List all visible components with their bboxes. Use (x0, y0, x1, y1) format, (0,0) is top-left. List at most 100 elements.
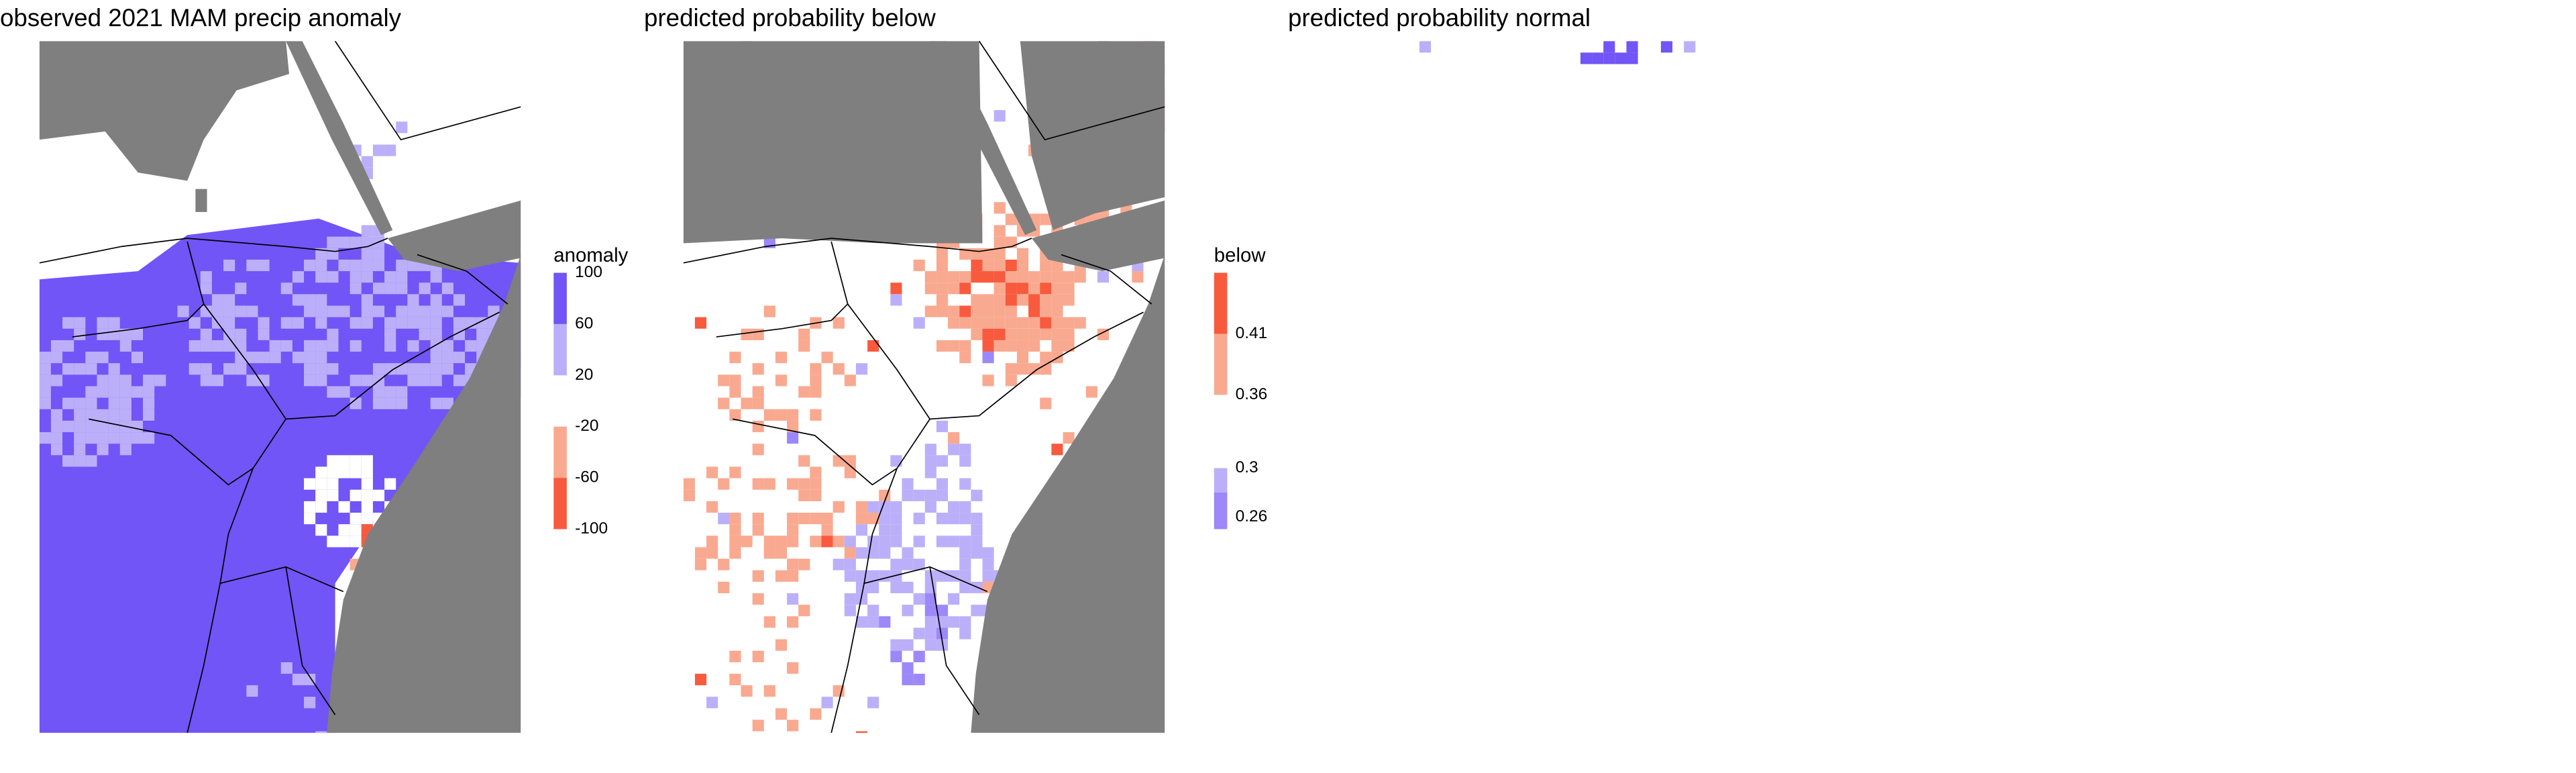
land-mask (39, 41, 290, 181)
grid-cell (959, 581, 971, 594)
grid-cell (959, 558, 971, 570)
grid-cell (304, 513, 316, 525)
grid-cell (1016, 328, 1029, 340)
grid-cell (775, 374, 788, 386)
grid-cell (304, 294, 316, 306)
grid-cell (1660, 41, 1673, 53)
grid-cell (292, 271, 305, 283)
grid-cell (350, 340, 362, 352)
grid-cell (936, 513, 949, 525)
country-border (978, 41, 1165, 141)
grid-cell (1016, 340, 1029, 352)
grid-cell (763, 409, 775, 421)
grid-cell (959, 616, 971, 628)
grid-cell (810, 708, 822, 720)
grid-cell (902, 581, 914, 594)
grid-cell (982, 352, 994, 364)
grid-cell (97, 444, 109, 456)
grid-cell (1626, 41, 1638, 53)
grid-cell (752, 719, 764, 731)
grid-cell (246, 685, 258, 697)
grid-cell (131, 432, 144, 444)
grid-cell (361, 374, 373, 386)
grid-cell (787, 478, 799, 490)
grid-cell (361, 225, 373, 237)
legend-swatch (553, 478, 567, 529)
grid-cell (1040, 294, 1052, 306)
grid-cell (108, 328, 120, 340)
grid-cell (994, 202, 1006, 214)
grid-cell (763, 305, 775, 317)
grid-cell (936, 271, 949, 283)
grid-cell (982, 317, 994, 329)
grid-cell (396, 282, 408, 295)
grid-cell (1051, 317, 1063, 329)
grid-cell (879, 524, 891, 536)
grid-cell (465, 340, 477, 352)
grid-cell (775, 570, 788, 582)
grid-cell (315, 524, 327, 536)
grid-cell (50, 409, 63, 421)
grid-cell (718, 513, 730, 525)
grid-cell (361, 489, 373, 501)
grid-cell (855, 731, 868, 733)
grid-cell (361, 248, 373, 260)
grid-cell (844, 455, 856, 467)
grid-cell (396, 397, 408, 409)
grid-cell (844, 466, 856, 478)
grid-cell (50, 420, 63, 433)
grid-cell (890, 455, 902, 467)
grid-cell (752, 420, 764, 433)
grid-cell (902, 674, 914, 686)
grid-cell (200, 374, 212, 386)
grid-cell (361, 513, 373, 525)
grid-cell (959, 282, 971, 295)
grid-cell (119, 386, 131, 398)
grid-cell (1016, 259, 1029, 272)
grid-cell (924, 501, 936, 513)
grid-cell (1040, 305, 1052, 317)
grid-cell (119, 340, 131, 352)
grid-cell (1005, 317, 1017, 329)
grid-cell (948, 616, 960, 628)
grid-cell (798, 478, 810, 490)
grid-cell (154, 374, 166, 386)
grid-cell (441, 352, 453, 364)
grid-cell (959, 317, 971, 329)
grid-cell (361, 455, 373, 467)
grid-cell (924, 593, 936, 605)
grid-cell (994, 110, 1006, 122)
grid-cell (890, 524, 902, 536)
grid-cell (407, 305, 419, 317)
grid-cell (453, 317, 466, 329)
grid-cell (741, 685, 753, 697)
grid-cell (223, 294, 235, 306)
grid-cell (994, 294, 1006, 306)
grid-cell (798, 513, 810, 525)
country-border (334, 41, 521, 141)
grid-cell (327, 328, 339, 340)
grid-cell (430, 271, 442, 283)
grid-cell (924, 282, 936, 295)
grid-cell (1028, 305, 1040, 317)
grid-cell (879, 535, 891, 548)
grid-cell (258, 317, 270, 329)
grid-cell (131, 420, 144, 433)
grid-cell (971, 605, 983, 617)
grid-cell (994, 225, 1006, 237)
grid-cell (971, 535, 983, 548)
grid-cell (1040, 259, 1052, 272)
map-panel: predicted probability normal (1288, 4, 1809, 733)
grid-cell (821, 513, 833, 525)
grid-cell (97, 317, 109, 329)
grid-cell (902, 662, 914, 674)
grid-cell (787, 593, 799, 605)
grid-cell (948, 317, 960, 329)
grid-cell (752, 478, 764, 490)
grid-cell (62, 363, 74, 375)
grid-cell (959, 547, 971, 559)
grid-cell (810, 535, 822, 548)
legend: below 0.41 0.36 0.3 0.26 (1214, 244, 1267, 529)
grid-cell (982, 305, 994, 317)
grid-cell (1051, 340, 1063, 352)
